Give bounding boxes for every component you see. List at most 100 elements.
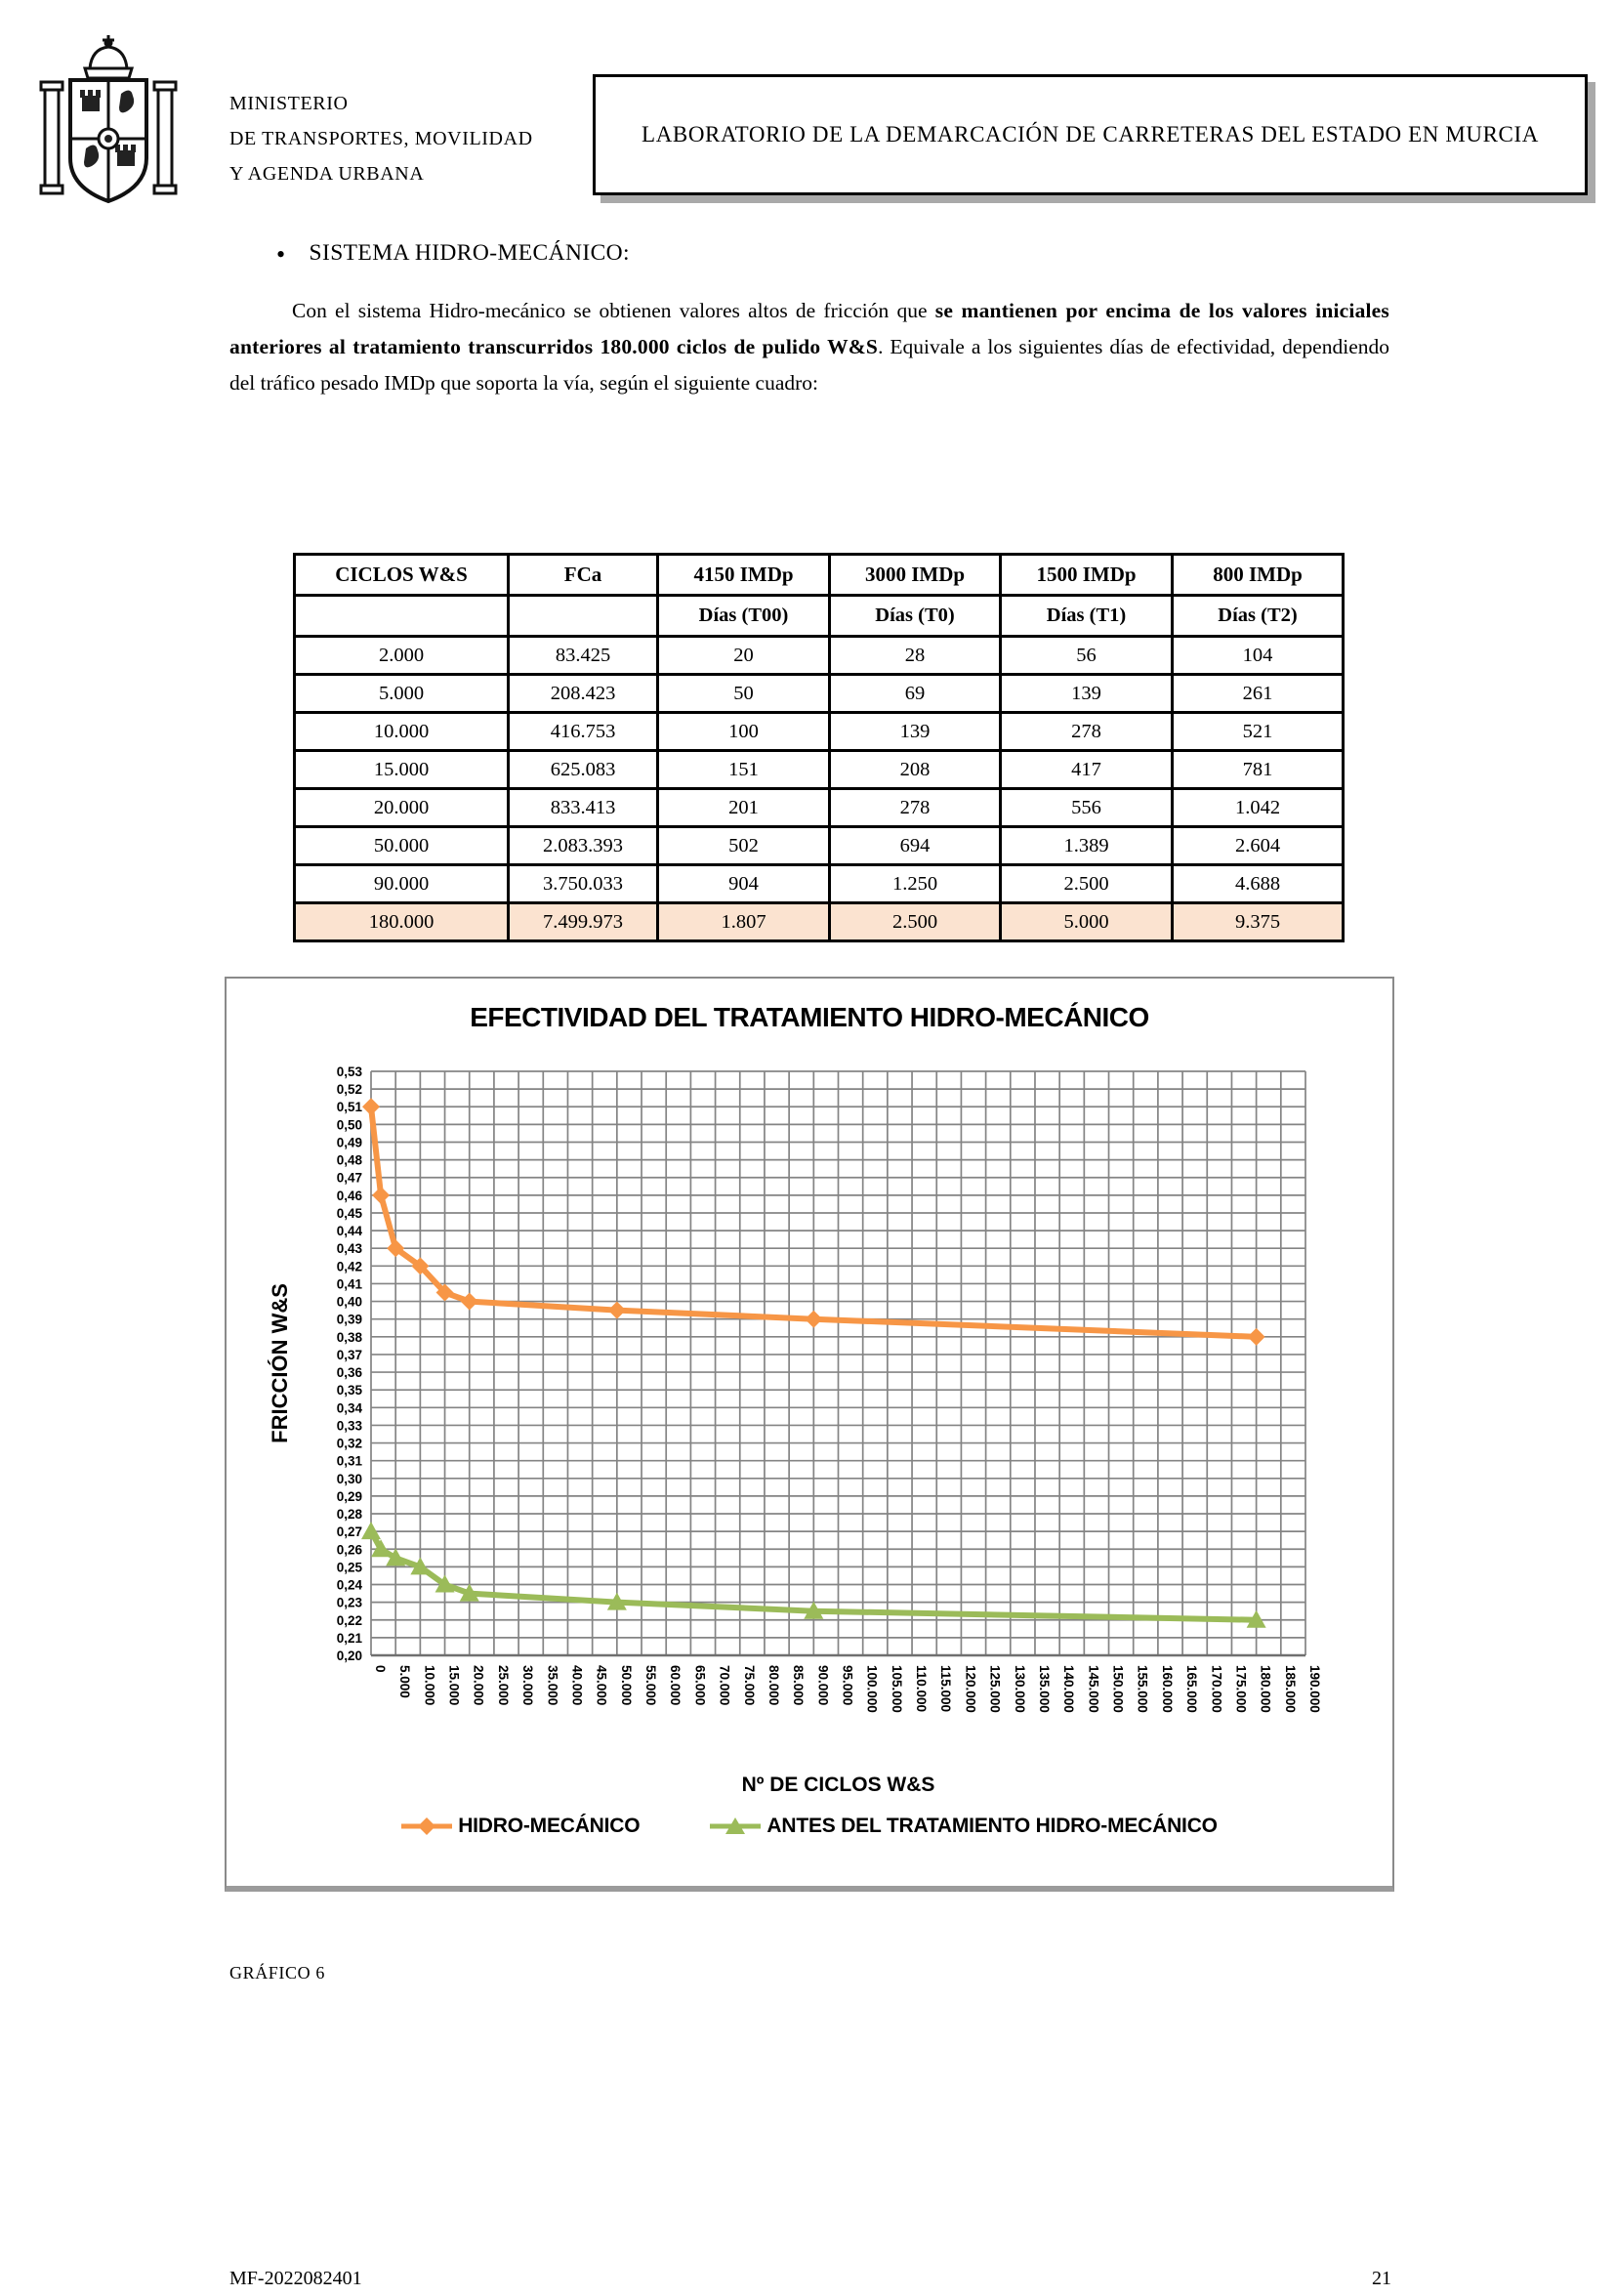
- table-cell: 904: [656, 863, 831, 904]
- table-cell: 278: [828, 787, 1002, 828]
- table-cell: 201: [656, 787, 831, 828]
- table-cell: 20.000: [293, 787, 510, 828]
- table-cell: 83.425: [507, 635, 659, 676]
- y-tick-label: 0,48: [337, 1153, 363, 1168]
- table-cell: 261: [1171, 673, 1345, 714]
- y-tick-label: 0,25: [337, 1560, 363, 1574]
- x-tick-label: 185.000: [1283, 1665, 1298, 1713]
- y-tick-label: 0,42: [337, 1259, 362, 1273]
- table-cell: 9.375: [1171, 901, 1345, 942]
- table-cell: 625.083: [507, 749, 659, 790]
- table-cell: 28: [828, 635, 1002, 676]
- x-tick-label: 5.000: [397, 1665, 412, 1698]
- paragraph-text-regular-2: . Equivale a los siguientes días de efec…: [229, 335, 1389, 395]
- x-tick-label: 105.000: [890, 1665, 904, 1713]
- y-tick-label: 0,47: [337, 1171, 362, 1186]
- table-cell: 104: [1171, 635, 1345, 676]
- table-cell: 2.500: [999, 863, 1174, 904]
- x-tick-label: 190.000: [1307, 1665, 1322, 1713]
- y-tick-label: 0,44: [337, 1224, 363, 1238]
- table-cell: Días (T00): [656, 594, 831, 638]
- table-cell: 1500 IMDp: [999, 553, 1174, 597]
- y-tick-label: 0,20: [337, 1649, 362, 1663]
- section-heading-text: SISTEMA HIDRO-MECÁNICO:: [309, 240, 630, 266]
- table-cell: 3000 IMDp: [828, 553, 1002, 597]
- x-tick-label: 145.000: [1086, 1665, 1100, 1713]
- diamond-marker-icon: [401, 1817, 453, 1835]
- x-tick-label: 100.000: [865, 1665, 880, 1713]
- table-cell: 151: [656, 749, 831, 790]
- x-tick-label: 75.000: [742, 1665, 757, 1705]
- table-cell: 7.499.973: [507, 901, 659, 942]
- x-tick-label: 15.000: [447, 1665, 462, 1705]
- x-tick-label: 130.000: [1013, 1665, 1027, 1713]
- y-tick-label: 0,52: [337, 1082, 362, 1097]
- table-cell: 3.750.033: [507, 863, 659, 904]
- y-tick-label: 0,30: [337, 1472, 362, 1486]
- x-tick-label: 170.000: [1209, 1665, 1223, 1713]
- table-cell: 208: [828, 749, 1002, 790]
- y-tick-label: 0,50: [337, 1117, 362, 1132]
- table-cell: 1.389: [999, 825, 1174, 866]
- x-tick-label: 95.000: [841, 1665, 855, 1705]
- ministry-line-2: DE TRANSPORTES, MOVILIDAD: [229, 128, 533, 149]
- x-tick-label: 85.000: [791, 1665, 806, 1705]
- table-cell: [293, 594, 510, 638]
- ministry-line-1: MINISTERIO: [229, 93, 349, 114]
- table-cell: 278: [999, 711, 1174, 752]
- x-tick-label: 135.000: [1037, 1665, 1052, 1713]
- table-cell: 50: [656, 673, 831, 714]
- page-number: 21: [1372, 2268, 1391, 2289]
- y-tick-label: 0,26: [337, 1542, 363, 1557]
- table-cell: 56: [999, 635, 1174, 676]
- y-tick-label: 0,33: [337, 1418, 363, 1433]
- spain-coat-of-arms: [39, 35, 178, 204]
- x-tick-label: 175.000: [1233, 1665, 1248, 1713]
- effectiveness-table: CICLOS W&S FCa 4150 IMDp 3000 IMDp 1500 IMDp…: [293, 553, 1345, 942]
- legend-item-hidromecanico: HIDRO-MECÁNICO: [401, 1815, 641, 1838]
- table-cell: 20: [656, 635, 831, 676]
- table-cell: 2.500: [828, 901, 1002, 942]
- x-tick-label: 60.000: [668, 1665, 683, 1705]
- table-cell: 2.604: [1171, 825, 1345, 866]
- x-tick-label: 120.000: [963, 1665, 977, 1713]
- table-cell: 1.042: [1171, 787, 1345, 828]
- legend-item-antes-tratamiento: ANTES DEL TRATAMIENTO HIDRO-MECÁNICO: [710, 1815, 1218, 1838]
- table-cell: 4150 IMDp: [656, 553, 831, 597]
- table-cell: Días (T2): [1171, 594, 1345, 638]
- table-cell: 781: [1171, 749, 1345, 790]
- table-cell: 556: [999, 787, 1174, 828]
- table-row: 180.000 7.499.973 1.807 2.500 5.000 9.375: [293, 901, 1345, 942]
- y-tick-label: 0,39: [337, 1313, 362, 1327]
- chart-title: EFECTIVIDAD DEL TRATAMIENTO HIDRO-MECÁNI…: [470, 1002, 1149, 1032]
- x-tick-label: 45.000: [595, 1665, 609, 1705]
- table-cell: 69: [828, 673, 1002, 714]
- table-cell: 208.423: [507, 673, 659, 714]
- x-tick-label: 180.000: [1259, 1665, 1273, 1713]
- table-cell: 502: [656, 825, 831, 866]
- x-tick-label: 150.000: [1111, 1665, 1126, 1713]
- x-tick-label: 50.000: [619, 1665, 634, 1705]
- table-cell: 100: [656, 711, 831, 752]
- table-row: 50.000 2.083.393 502 694 1.389 2.604: [293, 825, 1345, 866]
- y-tick-label: 0,27: [337, 1524, 362, 1539]
- table-body: 2.000 83.425 20 28 56 104 5.000 208.423 50 69 139 2…: [293, 635, 1345, 942]
- legend-label: ANTES DEL TRATAMIENTO HIDRO-MECÁNICO: [766, 1815, 1218, 1837]
- x-tick-label: 90.000: [815, 1665, 830, 1705]
- x-tick-label: 70.000: [718, 1665, 732, 1705]
- y-tick-label: 0,49: [337, 1135, 362, 1149]
- triangle-marker-icon: [710, 1817, 762, 1834]
- table-row: 2.000 83.425 20 28 56 104: [293, 635, 1345, 676]
- table-cell: 15.000: [293, 749, 510, 790]
- x-tick-label: 0: [373, 1665, 388, 1673]
- x-tick-label: 160.000: [1160, 1665, 1175, 1713]
- y-tick-label: 0,43: [337, 1241, 363, 1256]
- y-tick-label: 0,41: [337, 1276, 363, 1291]
- y-tick-label: 0,35: [337, 1383, 363, 1398]
- table-header: CICLOS W&S FCa 4150 IMDp 3000 IMDp 1500 IMDp…: [293, 553, 1345, 638]
- chart-legend: HIDRO-MECÁNICO ANTES DEL TRATAMIENTO HID…: [227, 1815, 1392, 1838]
- table-cell: CICLOS W&S: [293, 553, 510, 597]
- y-tick-label: 0,51: [337, 1100, 363, 1114]
- paragraph-text-regular: Con el sistema Hidro-mecánico se obtiene…: [292, 299, 935, 322]
